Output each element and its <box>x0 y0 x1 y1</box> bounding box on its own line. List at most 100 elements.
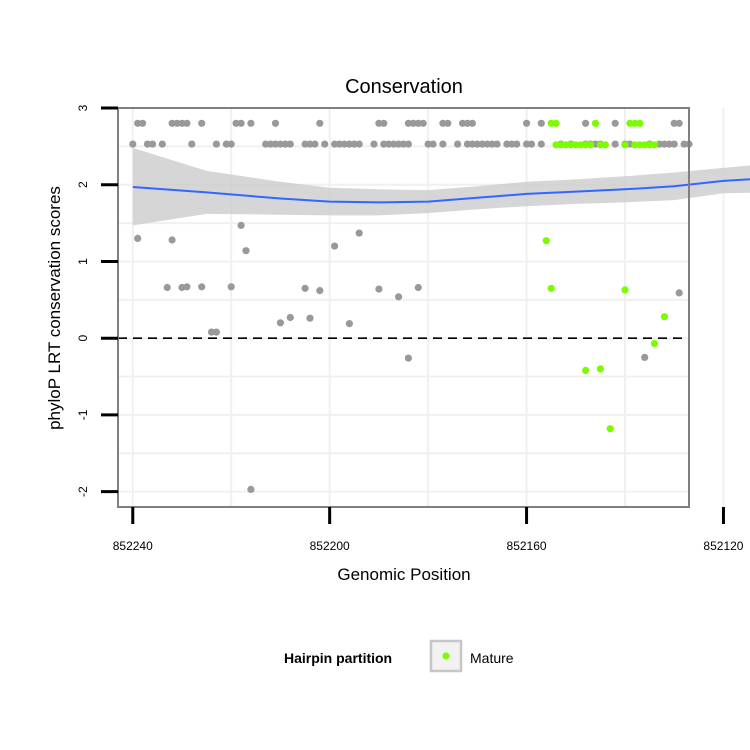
data-point-other <box>414 283 422 292</box>
x-axis-title: Genomic Position <box>337 565 470 584</box>
data-point-other <box>212 140 220 148</box>
data-point-other <box>247 485 255 493</box>
data-point-mature <box>601 141 609 149</box>
data-point-other <box>380 119 388 127</box>
y-tick-label: 1 <box>76 258 90 265</box>
data-point-mature <box>621 286 629 294</box>
data-point-other <box>212 328 220 336</box>
data-point-other <box>129 140 137 148</box>
data-point-other <box>345 320 353 328</box>
data-point-other <box>286 140 294 148</box>
data-point-other <box>473 140 481 148</box>
data-point-other <box>143 140 152 148</box>
data-point-other <box>611 119 619 127</box>
data-point-other <box>168 119 176 127</box>
data-point-other <box>237 221 245 229</box>
data-point-other <box>611 140 619 148</box>
y-axis: -2 -1 0 1 2 3 <box>76 104 118 497</box>
data-point-mature <box>562 141 570 149</box>
data-point-other <box>409 119 417 127</box>
data-point-other <box>340 140 348 148</box>
data-point-other <box>439 140 447 148</box>
data-point-mature <box>582 141 590 149</box>
data-point-other <box>321 140 329 148</box>
plot-panel-border <box>117 107 690 508</box>
data-point-mature <box>582 366 590 374</box>
data-point-other <box>163 283 171 292</box>
data-point-other <box>158 140 166 148</box>
confidence-ribbon <box>132 147 750 226</box>
data-point-other <box>301 284 309 292</box>
x-tick-label: 852120 <box>703 539 743 553</box>
data-point-mature <box>650 141 659 149</box>
y-tick-label: -2 <box>76 486 90 497</box>
y-tick-label: 3 <box>76 104 90 111</box>
data-point-other <box>237 119 245 127</box>
data-point-mature <box>621 141 629 149</box>
data-point-other <box>148 140 157 148</box>
y-tick-label: 0 <box>76 335 90 342</box>
data-point-other <box>582 119 590 127</box>
data-point-other <box>370 140 378 148</box>
data-point-mature <box>542 237 550 245</box>
data-point-other <box>247 119 255 127</box>
data-point-other <box>183 283 191 291</box>
data-point-other <box>537 119 545 127</box>
data-point-other <box>316 287 324 295</box>
smooth-trend-line <box>132 178 750 204</box>
data-point-other <box>641 353 649 361</box>
data-point-other <box>286 313 294 322</box>
data-point-other <box>395 293 403 301</box>
y-tick-label: -1 <box>76 409 90 420</box>
data-point-mature <box>591 119 600 127</box>
data-point-other <box>527 140 536 148</box>
data-point-other <box>242 247 250 255</box>
x-axis: 852240 852200 852160 852120 <box>113 507 744 553</box>
data-point-other <box>444 119 452 127</box>
x-tick-label: 852200 <box>310 539 350 553</box>
data-point-other <box>537 140 545 148</box>
data-point-other <box>227 140 235 148</box>
data-point-other <box>276 319 284 327</box>
data-point-other <box>419 119 427 127</box>
data-point-other <box>183 119 191 127</box>
data-point-mature <box>636 119 644 127</box>
data-point-other <box>271 119 280 127</box>
data-point-other <box>513 140 521 148</box>
data-point-other <box>311 140 319 148</box>
data-point-other <box>404 354 412 362</box>
data-point-other <box>670 119 678 127</box>
data-point-other <box>355 140 363 148</box>
y-tick-label: 2 <box>76 181 90 188</box>
data-point-other <box>493 140 501 148</box>
data-point-other <box>385 140 393 148</box>
data-point-other <box>468 119 476 127</box>
data-point-other <box>198 119 206 127</box>
confidence-ribbon-layer <box>132 147 750 226</box>
data-point-other <box>168 236 176 244</box>
data-point-mature <box>660 313 669 321</box>
plot-panel <box>118 108 689 507</box>
data-point-other <box>670 140 678 148</box>
data-point-other <box>134 234 142 242</box>
data-point-other <box>276 140 284 148</box>
data-point-other <box>675 119 683 127</box>
data-point-other <box>355 229 363 237</box>
data-point-other <box>429 140 437 148</box>
data-point-other <box>331 242 339 250</box>
x-tick-label: 852240 <box>113 539 153 553</box>
data-point-other <box>188 140 196 148</box>
points-layer <box>129 119 693 493</box>
data-point-other <box>404 140 412 148</box>
data-point-mature <box>587 141 595 149</box>
data-point-mature <box>547 284 555 292</box>
data-point-other <box>675 289 683 297</box>
data-point-other <box>139 119 147 127</box>
x-tick-label: 852160 <box>507 539 547 553</box>
data-point-mature <box>626 119 634 127</box>
smooth-line-layer <box>132 178 750 204</box>
legend-title: Hairpin partition <box>284 650 392 666</box>
data-point-other <box>198 283 206 291</box>
data-point-other <box>306 314 314 322</box>
